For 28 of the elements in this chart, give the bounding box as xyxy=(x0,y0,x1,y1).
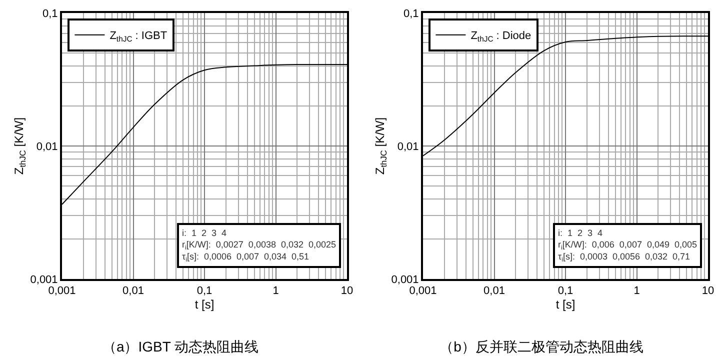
y-tick-label: 0,001 xyxy=(391,274,419,286)
annotation: r$_{i}$[K/W]: 0,006 0,007 0,049 0,005 xyxy=(558,240,697,252)
x-tick-label: 0,1 xyxy=(558,285,574,298)
y-tick-label: 0,01 xyxy=(397,140,419,153)
y-tick-label: 0,1 xyxy=(42,8,58,20)
x-tick-label: 0,01 xyxy=(484,285,505,298)
annotation: τ$_{i}$[s]: 0,0003 0,0056 0,032 0,71 xyxy=(558,251,690,264)
x-tick-label: 10 xyxy=(702,285,714,298)
annotation: τ$_{i}$[s]: 0,0006 0,007 0,034 0,51 xyxy=(182,251,310,264)
annotation: i: 1 2 3 4 xyxy=(558,228,603,238)
x-tick-label: 0,1 xyxy=(196,285,212,298)
text: （b）反并联二极管动态热阻曲线 xyxy=(440,338,644,355)
legend-label: Z$_{thJC}$ : IGBT xyxy=(110,30,168,44)
x-tick-label: 0,01 xyxy=(122,285,144,298)
x-tick-label: 1 xyxy=(272,285,279,298)
x-axis-title: t [s] xyxy=(556,298,576,312)
legend-label: Z$_{thJC}$ : Diode xyxy=(470,30,532,44)
text: （a）IGBT 动态热阻曲线 xyxy=(102,338,259,355)
x-axis-title: t [s] xyxy=(194,298,214,312)
x-tick-label: 0,001 xyxy=(409,285,437,298)
annotation: r$_{i}$[K/W]: 0,0027 0,0038 0,032 0,0025 xyxy=(182,240,336,252)
y-tick-label: 0,1 xyxy=(404,8,419,20)
x-tick-label: 0,001 xyxy=(48,285,76,298)
x-tick-label: 10 xyxy=(340,285,354,298)
annotation: i: 1 2 3 4 xyxy=(182,228,227,238)
x-tick-label: 1 xyxy=(634,285,640,298)
y-tick-label: 0,01 xyxy=(36,140,58,153)
y-tick-label: 0,001 xyxy=(30,274,58,286)
